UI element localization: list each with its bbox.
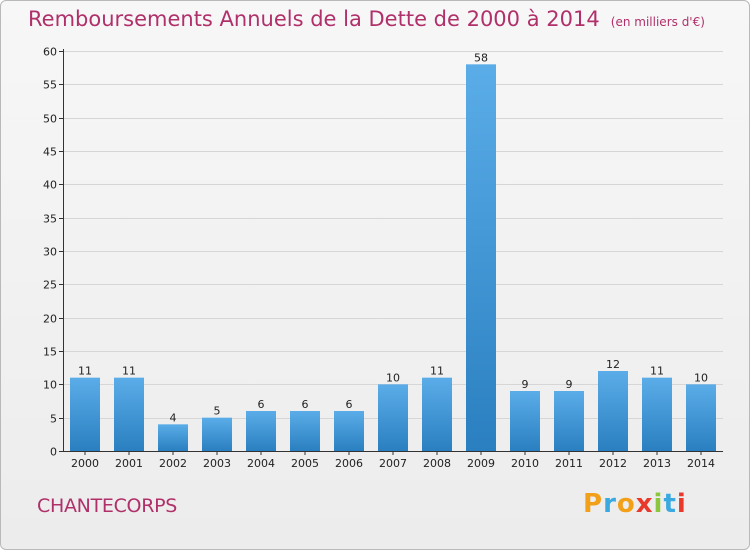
- x-tick-label: 2012: [599, 457, 627, 470]
- bar-value-label: 58: [474, 51, 488, 64]
- bar-value-label: 4: [170, 411, 177, 424]
- bar-value-label: 11: [122, 365, 136, 378]
- chart-title: Remboursements Annuels de la Dette de 20…: [28, 7, 600, 31]
- bar-value-label: 11: [78, 365, 92, 378]
- y-tick-label: 25: [43, 279, 57, 292]
- bar: [554, 391, 584, 451]
- logo-letter: r: [603, 489, 617, 519]
- commune-name: CHANTECORPS: [37, 495, 178, 517]
- bar-value-label: 6: [346, 398, 353, 411]
- x-tick-label: 2003: [203, 457, 231, 470]
- logo-letter: i: [676, 489, 687, 519]
- x-tick-label: 2000: [71, 457, 99, 470]
- x-tick-label: 2010: [511, 457, 539, 470]
- bar: [246, 411, 276, 451]
- logo-letter: x: [635, 489, 654, 519]
- x-tick-label: 2008: [423, 457, 451, 470]
- bar: [422, 377, 452, 451]
- y-tick-label: 60: [43, 46, 57, 59]
- bar-value-label: 12: [606, 358, 620, 371]
- bar: [642, 377, 672, 451]
- logo-letter: t: [663, 489, 677, 519]
- proxiti-logo: Proxiti: [583, 489, 687, 519]
- bar-value-label: 10: [386, 371, 400, 384]
- bar-value-label: 5: [214, 405, 221, 418]
- x-tick-label: 2006: [335, 457, 363, 470]
- x-tick-label: 2004: [247, 457, 275, 470]
- y-tick-label: 55: [43, 79, 57, 92]
- bar-value-label: 6: [302, 398, 309, 411]
- bar-value-label: 11: [430, 365, 444, 378]
- x-tick-label: 2002: [159, 457, 187, 470]
- bar: [510, 391, 540, 451]
- x-tick-label: 2001: [115, 457, 143, 470]
- bar-value-label: 9: [566, 378, 573, 391]
- bar: [70, 377, 100, 451]
- y-tick-label: 20: [43, 313, 57, 326]
- y-tick-label: 15: [43, 346, 57, 359]
- bar: [158, 424, 188, 451]
- bar: [378, 384, 408, 451]
- y-tick-label: 30: [43, 246, 57, 259]
- x-tick-label: 2014: [687, 457, 715, 470]
- title-row: Remboursements Annuels de la Dette de 20…: [28, 7, 705, 31]
- y-tick-label: 40: [43, 179, 57, 192]
- bar: [290, 411, 320, 451]
- bar-value-label: 6: [258, 398, 265, 411]
- logo-letter: i: [653, 489, 664, 519]
- y-tick-label: 5: [50, 413, 57, 426]
- x-tick-label: 2011: [555, 457, 583, 470]
- bar: [686, 384, 716, 451]
- bar-value-label: 9: [522, 378, 529, 391]
- y-tick-label: 35: [43, 213, 57, 226]
- logo-letter: o: [616, 489, 636, 519]
- bar: [202, 417, 232, 451]
- x-tick-label: 2013: [643, 457, 671, 470]
- logo-letter: P: [583, 489, 604, 519]
- chart-subtitle: (en milliers d'€): [610, 15, 705, 29]
- bar-layer: 11 11 4 5 6 6 6 10 11 58 9 9 12 11 10: [70, 51, 716, 452]
- bar-value-label: 11: [650, 365, 664, 378]
- grid-layer: [63, 51, 723, 419]
- y-tick-label: 10: [43, 379, 57, 392]
- x-tick-label: 2005: [291, 457, 319, 470]
- bar: [598, 371, 628, 451]
- bar: [114, 377, 144, 451]
- bar-value-label: 10: [694, 371, 708, 384]
- bar: [334, 411, 364, 451]
- x-tick-label: 2009: [467, 457, 495, 470]
- bar: [466, 64, 496, 452]
- y-tick-label: 0: [50, 446, 57, 459]
- y-tick-label: 50: [43, 113, 57, 126]
- x-tick-label: 2007: [379, 457, 407, 470]
- y-tick-label: 45: [43, 146, 57, 159]
